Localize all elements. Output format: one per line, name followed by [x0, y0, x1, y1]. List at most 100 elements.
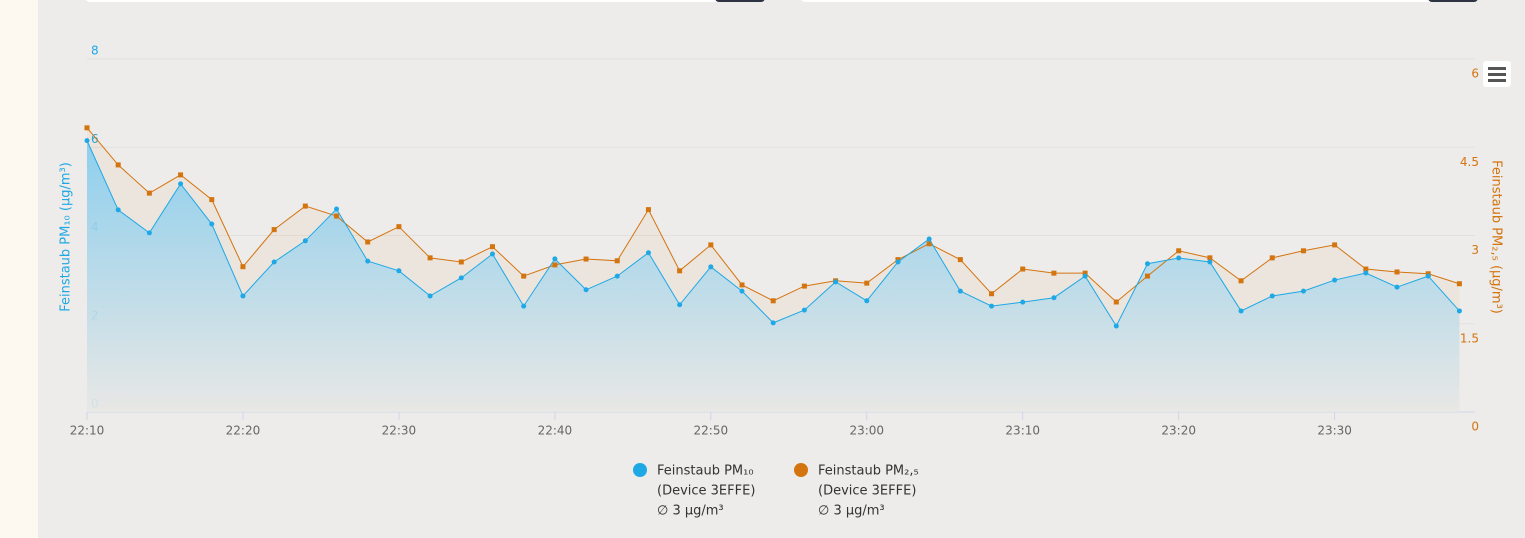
card-button[interactable]: [715, 0, 765, 2]
marker: [1144, 273, 1150, 279]
marker: [396, 268, 402, 274]
legend-average: ∅ 3 µg/m³: [818, 504, 885, 519]
marker: [271, 227, 277, 233]
y2-tick-label: 4.5: [1460, 155, 1479, 169]
marker: [770, 320, 776, 326]
marker: [1176, 255, 1182, 261]
x-tick-label: 23:20: [1161, 424, 1196, 438]
marker: [677, 268, 683, 274]
x-tick-label: 23:30: [1317, 424, 1352, 438]
marker: [365, 239, 371, 245]
marker: [989, 291, 995, 297]
marker: [801, 307, 807, 313]
marker: [552, 256, 558, 262]
marker: [864, 280, 870, 286]
y2-tick-label: 6: [1471, 67, 1479, 81]
marker: [926, 241, 932, 247]
marker: [396, 224, 402, 230]
marker: [989, 303, 995, 309]
marker: [178, 181, 184, 187]
marker: [1332, 277, 1338, 283]
marker: [1456, 308, 1462, 314]
marker: [1425, 273, 1431, 279]
legend-symbol: [794, 463, 808, 477]
marker: [240, 264, 246, 270]
marker: [1144, 261, 1150, 267]
marker: [240, 293, 246, 299]
marker: [583, 256, 589, 262]
area: [87, 140, 1460, 412]
card: [801, 0, 1477, 2]
marker: [801, 283, 807, 289]
marker: [583, 287, 589, 293]
menu-bar: [1488, 73, 1506, 76]
marker: [833, 279, 839, 285]
marker: [115, 162, 121, 168]
marker: [1238, 278, 1244, 284]
card: [86, 0, 764, 2]
marker: [770, 298, 776, 304]
marker: [645, 207, 651, 213]
marker: [1300, 248, 1306, 254]
x-tick-label: 23:10: [1005, 424, 1040, 438]
marker: [1082, 273, 1088, 279]
marker: [552, 262, 558, 268]
y-axis-title: Feinstaub PM₁₀ (µg/m³): [59, 162, 74, 312]
marker: [1020, 299, 1026, 305]
marker: [1394, 284, 1400, 290]
marker: [489, 251, 495, 257]
marker: [708, 242, 714, 248]
marker: [1113, 323, 1119, 329]
marker: [178, 172, 184, 178]
marker: [1394, 269, 1400, 275]
card-button[interactable]: [1428, 0, 1478, 2]
marker: [271, 259, 277, 265]
legend-average: ∅ 3 µg/m³: [657, 504, 724, 519]
marker: [645, 250, 651, 256]
y2-tick-label: 3: [1471, 243, 1479, 257]
menu-button[interactable]: [1483, 61, 1511, 87]
marker: [146, 190, 152, 196]
marker: [302, 238, 308, 244]
marker: [1269, 293, 1275, 299]
marker: [1176, 248, 1182, 254]
legend-label: Feinstaub PM₁₀: [657, 464, 754, 479]
y2-tick-label: 0: [1471, 420, 1479, 434]
x-tick-label: 22:10: [70, 424, 105, 438]
marker: [1238, 308, 1244, 314]
marker: [521, 303, 527, 309]
legend-device: (Device 3EFFE): [818, 484, 916, 499]
marker: [895, 259, 901, 265]
marker: [957, 288, 963, 294]
marker: [614, 258, 620, 264]
marker: [489, 244, 495, 250]
x-tick-label: 22:50: [694, 424, 729, 438]
marker: [1269, 255, 1275, 261]
marker: [334, 206, 340, 212]
y2-axis-title: Feinstaub PM₂,₅ (µg/m³): [1489, 160, 1504, 314]
y-tick-label: 8: [91, 44, 99, 58]
marker: [1456, 281, 1462, 287]
y-tick-label: 6: [91, 132, 99, 146]
marker: [146, 230, 152, 236]
legend-label: Feinstaub PM₂,₅: [818, 464, 919, 479]
menu-bar: [1488, 79, 1506, 82]
x-tick-label: 22:30: [382, 424, 417, 438]
marker: [427, 293, 433, 299]
marker: [1300, 288, 1306, 294]
marker: [1332, 242, 1338, 248]
marker: [1051, 295, 1057, 301]
marker: [677, 302, 683, 308]
marker: [1363, 266, 1369, 272]
marker: [365, 258, 371, 264]
menu-bar: [1488, 67, 1506, 70]
marker: [302, 203, 308, 209]
marker: [1113, 299, 1119, 305]
marker: [708, 264, 714, 270]
x-tick-label: 22:40: [538, 424, 573, 438]
marker: [864, 298, 870, 304]
marker: [427, 255, 433, 261]
x-tick-label: 22:20: [226, 424, 261, 438]
marker: [84, 138, 90, 144]
